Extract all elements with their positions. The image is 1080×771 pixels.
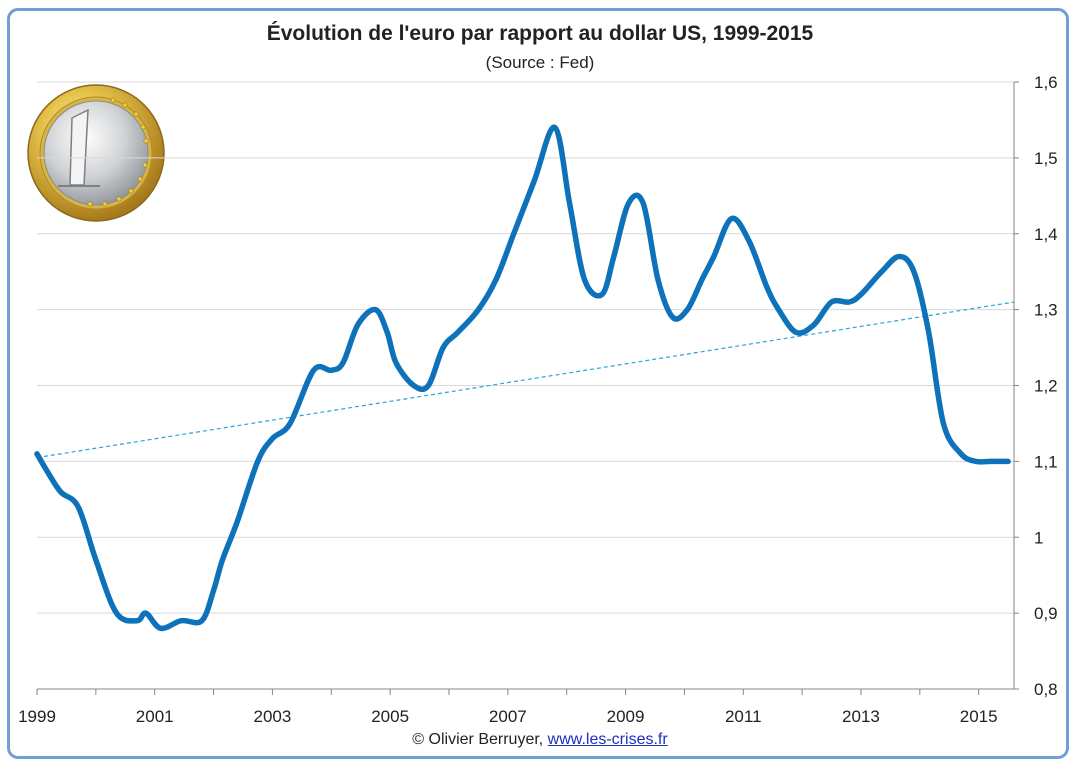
- y-axis-ticks: 0,8 0,9 1 1,1 1,2 1,3 1,4 1,5 1,6: [1014, 73, 1058, 699]
- footer: © Olivier Berruyer, www.les-crises.fr: [0, 731, 1080, 749]
- chart-subtitle: (Source : Fed): [485, 53, 595, 72]
- footer-link[interactable]: www.les-crises.fr: [547, 731, 668, 748]
- x-tick-label: 2015: [960, 707, 998, 726]
- x-tick-label: 2005: [371, 707, 409, 726]
- x-tick-label: 2003: [254, 707, 292, 726]
- chart-title: Évolution de l'euro par rapport au dolla…: [266, 22, 814, 45]
- euro-coin-icon: [27, 84, 165, 222]
- footer-copyright: © Olivier Berruyer,: [412, 731, 548, 748]
- x-axis-ticks: 1999 2001 2003 2005 2007 2009 2011 2013 2015: [18, 689, 998, 726]
- grid-lines: [37, 81, 1014, 614]
- x-tick-label: 2001: [136, 707, 174, 726]
- x-tick-label: 1999: [18, 707, 56, 726]
- x-tick-label: 2009: [607, 707, 645, 726]
- x-tick-label: 2007: [489, 707, 527, 726]
- eur-usd-line: [34, 124, 1011, 632]
- y-tick-label: 1: [1034, 528, 1043, 547]
- y-tick-label: 1,4: [1034, 225, 1058, 244]
- y-tick-label: 1,1: [1034, 452, 1058, 471]
- y-tick-label: 1,5: [1034, 149, 1058, 168]
- y-tick-label: 1,3: [1034, 301, 1058, 320]
- x-tick-label: 2011: [725, 707, 762, 726]
- x-tick-label: 2013: [842, 707, 880, 726]
- y-tick-label: 0,9: [1034, 604, 1058, 623]
- y-tick-label: 0,8: [1034, 680, 1058, 699]
- y-tick-label: 1,2: [1034, 377, 1058, 396]
- y-tick-label: 1,6: [1034, 73, 1058, 92]
- trend-line: [36, 301, 1015, 459]
- chart-frame: [7, 8, 1069, 759]
